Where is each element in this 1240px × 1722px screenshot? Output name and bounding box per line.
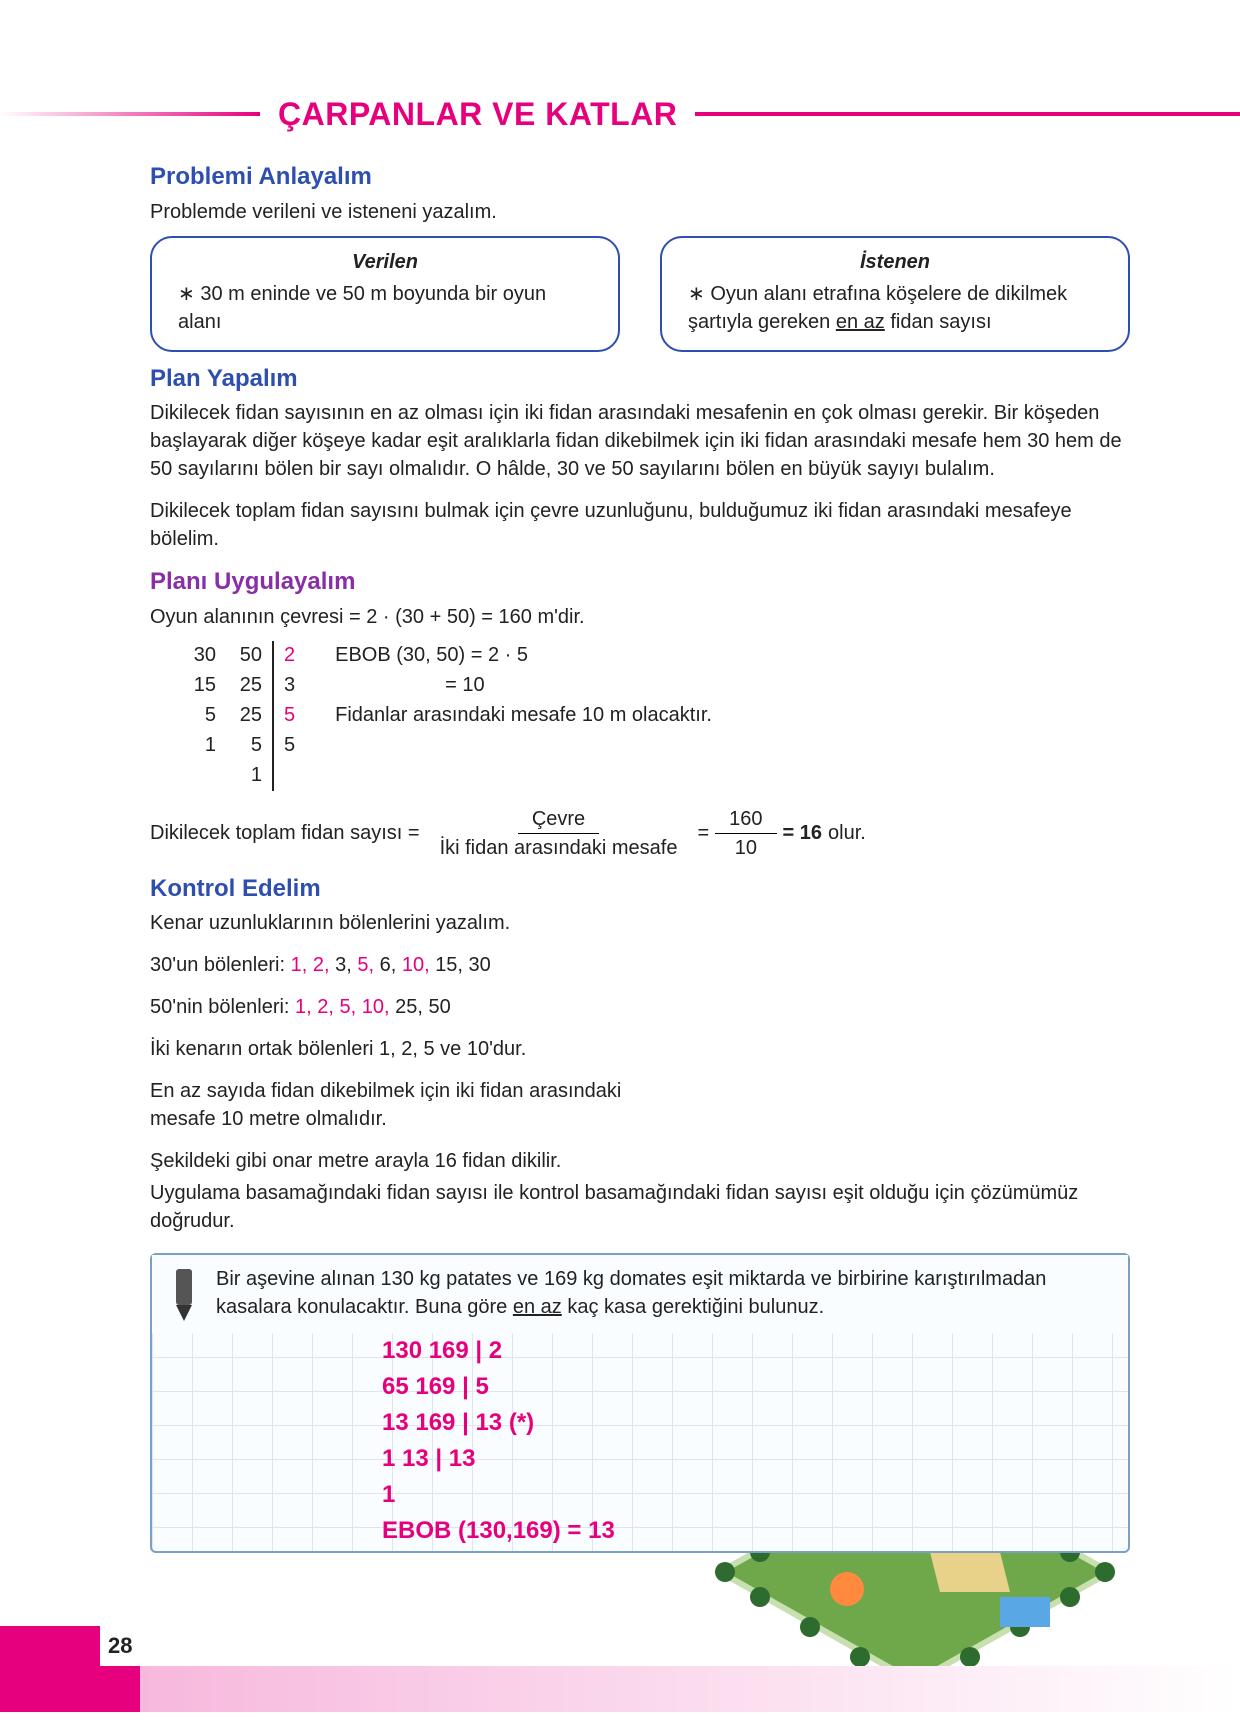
chapter-title: ÇARPANLAR VE KATLAR	[278, 92, 677, 137]
heading-plan: Plan Yapalım	[150, 362, 1130, 396]
ebob-line: = 10	[335, 671, 712, 701]
footer-gradient	[0, 1666, 1240, 1712]
given-box: Verilen ∗ 30 m eninde ve 50 m boyunda bi…	[150, 236, 620, 352]
rule-left	[0, 112, 260, 116]
text: Dikilecek fidan sayısının en az olması i…	[150, 399, 1130, 483]
rule-right	[695, 112, 1240, 116]
exercise-question: Bir aşevine alınan 130 kg patates ve 169…	[216, 1265, 1112, 1325]
exercise-box: Bir aşevine alınan 130 kg patates ve 169…	[150, 1253, 1130, 1553]
fraction-equation: Dikilecek toplam fidan sayısı = Çevre İk…	[150, 805, 1130, 862]
pencil-icon	[166, 1265, 202, 1325]
text: Problemde verileni ve isteneni yazalım.	[150, 198, 1130, 226]
heading-check: Kontrol Edelim	[150, 872, 1130, 906]
page-content: Problemi Anlayalım Problemde verileni ve…	[150, 150, 1130, 1553]
text: Dikilecek toplam fidan sayısını bulmak i…	[150, 497, 1130, 553]
chapter-header: ÇARPANLAR VE KATLAR	[0, 92, 1240, 137]
wanted-body: ∗ Oyun alanı etrafına köşelere de dikilm…	[688, 280, 1102, 336]
factorization-table: 301551 50252551 2355 EBOB (30, 50) = 2 ·…	[180, 641, 1130, 791]
given-body: ∗ 30 m eninde ve 50 m boyunda bir oyun a…	[178, 280, 592, 336]
text: Oyun alanının çevresi = 2 · (30 + 50) = …	[150, 603, 1130, 631]
page-number: 28	[108, 1631, 132, 1662]
heading-understand: Problemi Anlayalım	[150, 160, 1130, 194]
ebob-line: EBOB (30, 50) = 2 · 5	[335, 641, 712, 671]
text: Şekildeki gibi onar metre arayla 16 fida…	[150, 1147, 690, 1175]
text: En az sayıda fidan dikebilmek için iki f…	[150, 1077, 690, 1133]
ebob-note: Fidanlar arasındaki mesafe 10 m olacaktı…	[335, 701, 712, 731]
heading-apply: Planı Uygulayalım	[150, 565, 1130, 599]
divisors-30: 30'un bölenleri: 1, 2, 3, 5, 6, 10, 15, …	[150, 951, 690, 979]
text: Uygulama basamağındaki fidan sayısı ile …	[150, 1179, 1130, 1235]
exercise-answer: 130 169 | 265 169 | 513 169 | 13 (*)1 13…	[152, 1333, 1128, 1549]
wanted-head: İstenen	[688, 248, 1102, 276]
page-tab	[0, 1626, 100, 1666]
wanted-box: İstenen ∗ Oyun alanı etrafına köşelere d…	[660, 236, 1130, 352]
given-head: Verilen	[178, 248, 592, 276]
text: İki kenarın ortak bölenleri 1, 2, 5 ve 1…	[150, 1035, 690, 1063]
divisors-50: 50'nin bölenleri: 1, 2, 5, 10, 25, 50	[150, 993, 690, 1021]
text: Kenar uzunluklarının bölenlerini yazalım…	[150, 909, 690, 937]
